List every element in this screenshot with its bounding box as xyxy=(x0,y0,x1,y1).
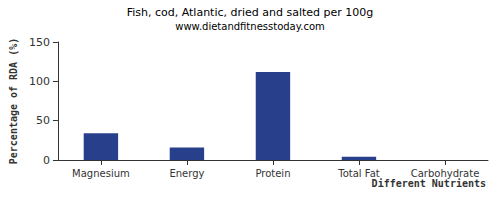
svg-text:0: 0 xyxy=(43,154,50,167)
svg-text:www.dietandfitnesstoday.com: www.dietandfitnesstoday.com xyxy=(175,21,324,32)
svg-text:Energy: Energy xyxy=(169,168,204,179)
svg-text:Magnesium: Magnesium xyxy=(72,168,130,179)
svg-text:Different Nutrients: Different Nutrients xyxy=(372,178,486,189)
svg-text:Fish, cod, Atlantic, dried and: Fish, cod, Atlantic, dried and salted pe… xyxy=(127,6,374,19)
svg-text:100: 100 xyxy=(29,75,50,88)
svg-text:Total Fat: Total Fat xyxy=(337,168,379,179)
svg-text:50: 50 xyxy=(36,114,50,127)
svg-text:Carbohydrate: Carbohydrate xyxy=(411,168,480,179)
svg-text:Percentage of RDA (%): Percentage of RDA (%) xyxy=(8,38,19,164)
svg-text:Protein: Protein xyxy=(255,168,290,179)
svg-text:150: 150 xyxy=(29,36,50,49)
